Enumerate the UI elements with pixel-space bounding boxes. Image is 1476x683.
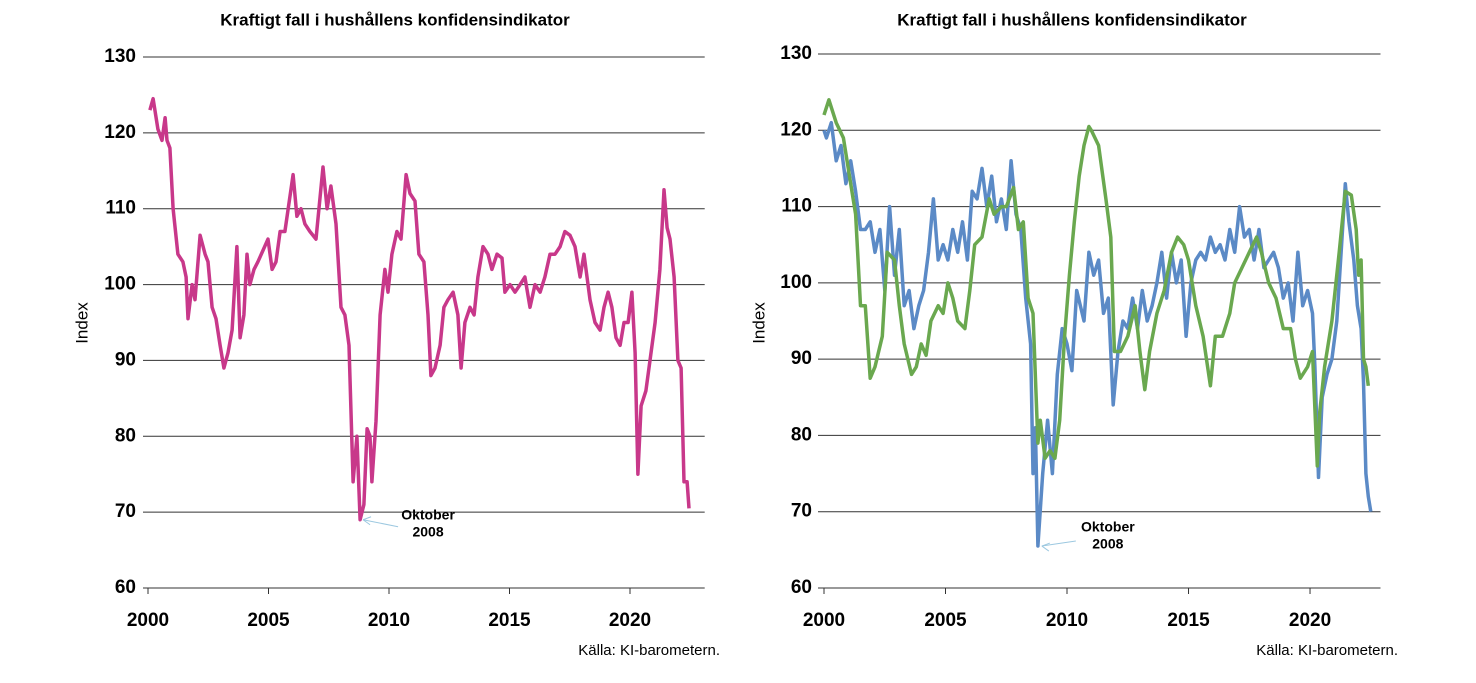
y-tick-label: 90 <box>791 348 812 369</box>
y-axis-label: Index <box>72 302 91 344</box>
x-tick-label: 2005 <box>247 610 290 631</box>
x-tick-label: 2000 <box>803 610 845 631</box>
x-tick-label: 2015 <box>488 610 531 631</box>
y-tick-label: 110 <box>105 198 136 219</box>
y-tick-label: 80 <box>791 424 812 445</box>
annotation: Oktober <box>1081 519 1135 535</box>
y-tick-label: 110 <box>781 196 812 217</box>
annotation: Oktober <box>401 506 455 522</box>
line-series <box>822 120 1373 548</box>
annotation-arrowhead <box>362 516 372 526</box>
x-tick-label: 2010 <box>1046 610 1088 631</box>
chart-title: Kraftigt fall i hushållens konfidensindi… <box>897 10 1247 29</box>
y-tick-label: 100 <box>104 274 136 295</box>
line-series <box>148 96 691 522</box>
annotation-arrow <box>1041 540 1076 547</box>
x-tick-label: 2010 <box>368 610 410 631</box>
source: Källa: KI-barometern. <box>1256 642 1398 659</box>
y-tick-label: 80 <box>115 425 136 446</box>
x-tick-label: 2000 <box>127 610 169 631</box>
annotation-arrowhead <box>1041 542 1051 552</box>
y-axis-label: Index <box>749 302 768 344</box>
x-tick-label: 2020 <box>1289 610 1331 631</box>
x-tick-label: 2015 <box>1167 610 1210 631</box>
y-tick-label: 70 <box>791 501 812 522</box>
y-tick-label: 60 <box>115 577 136 598</box>
annotation-arrow <box>362 519 399 528</box>
y-tick-label: 90 <box>115 349 136 370</box>
x-tick-label: 2020 <box>609 610 651 631</box>
chart: Kraftigt fall i hushållens konfidensindi… <box>749 10 1398 658</box>
y-tick-label: 130 <box>780 43 812 64</box>
annotation: 2008 <box>412 523 443 539</box>
chart-title: Kraftigt fall i hushållens konfidensindi… <box>220 10 570 29</box>
x-tick-label: 2005 <box>924 610 967 631</box>
y-tick-label: 70 <box>115 501 136 522</box>
y-tick-label: 100 <box>780 272 812 293</box>
y-tick-label: 130 <box>104 46 136 67</box>
chart: Kraftigt fall i hushållens konfidensindi… <box>72 10 720 658</box>
annotation: 2008 <box>1092 536 1123 552</box>
y-tick-label: 60 <box>791 577 812 598</box>
source: Källa: KI-barometern. <box>578 642 720 659</box>
y-tick-label: 120 <box>780 119 812 140</box>
line-series <box>822 98 1371 468</box>
y-tick-label: 120 <box>104 122 136 143</box>
